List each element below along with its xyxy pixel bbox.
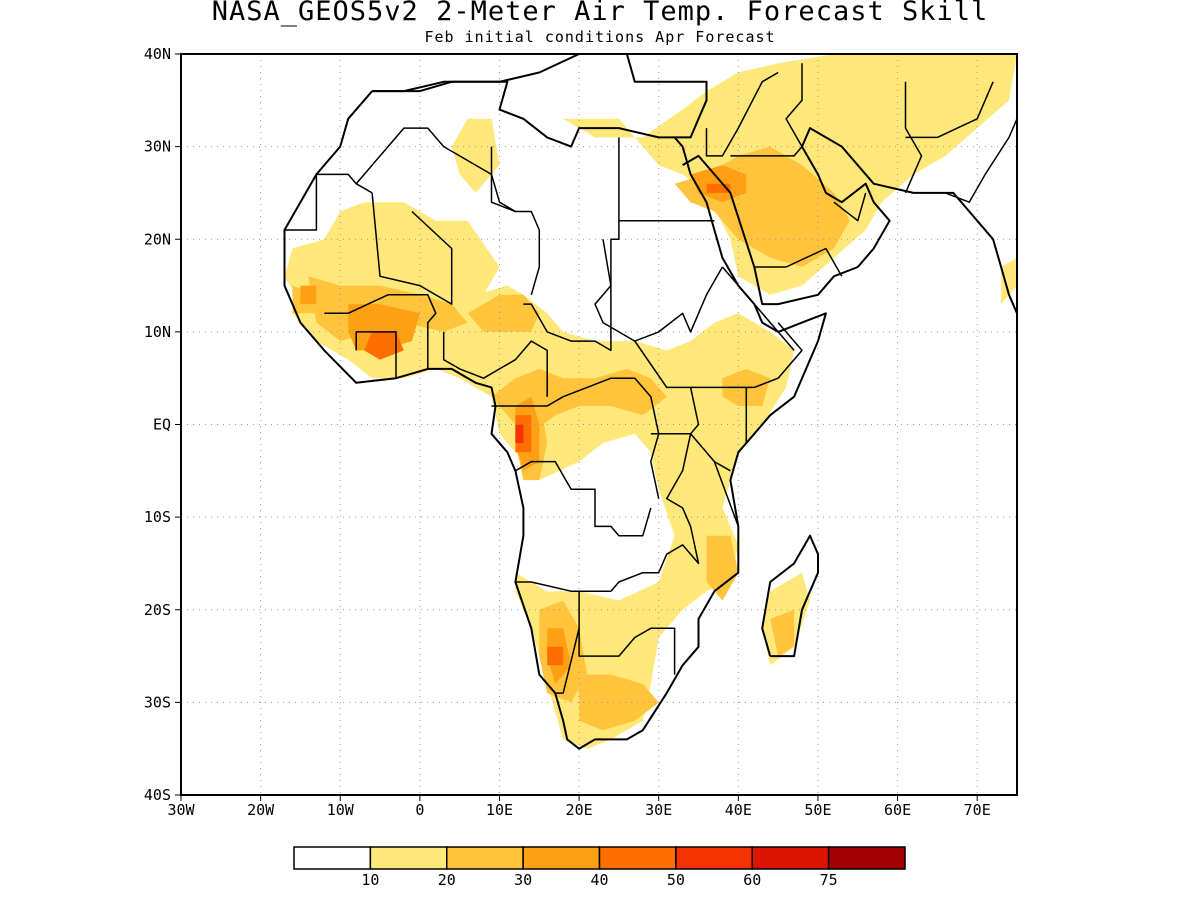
country-border bbox=[355, 331, 397, 379]
lon-tick-label: 10E bbox=[486, 801, 513, 819]
skill-region bbox=[770, 609, 795, 657]
lon-tick-label: 60E bbox=[884, 801, 911, 819]
country-border bbox=[705, 71, 779, 157]
country-border bbox=[689, 387, 700, 435]
lat-tick-label: 20S bbox=[144, 601, 171, 619]
colorbar-swatch bbox=[827, 846, 906, 870]
colorbar-swatch bbox=[751, 846, 830, 870]
skill-region bbox=[579, 674, 659, 731]
skill-region bbox=[364, 331, 404, 360]
country-border bbox=[833, 192, 867, 222]
country-border bbox=[490, 146, 541, 296]
country-border bbox=[785, 63, 803, 147]
skill-region bbox=[547, 646, 564, 666]
colorbar-label: 50 bbox=[667, 871, 685, 889]
colorbar-label: 30 bbox=[514, 871, 532, 889]
country-border bbox=[491, 377, 660, 499]
coastline bbox=[682, 127, 1017, 314]
colorbar-swatch bbox=[598, 846, 677, 870]
lat-tick-label: 40N bbox=[144, 45, 171, 63]
lon-tick-label: 0 bbox=[415, 801, 424, 819]
lat-tick-label: 30N bbox=[144, 138, 171, 156]
skill-region bbox=[690, 165, 747, 203]
country-border bbox=[355, 127, 516, 213]
colorbar-label: 20 bbox=[438, 871, 456, 889]
country-border bbox=[324, 294, 437, 369]
country-border bbox=[905, 81, 994, 139]
colorbar-swatch bbox=[369, 846, 448, 870]
country-border bbox=[945, 118, 1017, 203]
coastline bbox=[625, 54, 708, 139]
country-border bbox=[284, 173, 373, 231]
coastline bbox=[283, 80, 827, 750]
colorbar-label: 60 bbox=[743, 871, 761, 889]
country-border bbox=[650, 433, 731, 472]
skill-region bbox=[300, 285, 317, 305]
colorbar-label: 40 bbox=[590, 871, 608, 889]
skill-region bbox=[706, 535, 739, 601]
lon-tick-label: 30W bbox=[167, 801, 195, 819]
country-border bbox=[515, 526, 700, 592]
skill-region bbox=[1001, 257, 1017, 305]
colorbar: 10 20 30 40 50 60 75 bbox=[293, 846, 906, 889]
coastlines bbox=[283, 54, 1017, 750]
lon-tick-label: 30E bbox=[645, 801, 672, 819]
country-border bbox=[754, 247, 843, 277]
coastline bbox=[372, 54, 595, 93]
lon-tick-label: 50E bbox=[804, 801, 831, 819]
country-border bbox=[634, 322, 803, 389]
colorbar-swatch bbox=[675, 846, 753, 870]
lon-tick-label: 40E bbox=[725, 801, 752, 819]
skill-region bbox=[467, 294, 540, 332]
country-border bbox=[665, 433, 692, 527]
skill-shading bbox=[284, 54, 1017, 749]
skill-region bbox=[348, 304, 420, 351]
country-border bbox=[371, 192, 453, 305]
colorbar-label: 75 bbox=[820, 871, 838, 889]
lon-tick-label: 20E bbox=[566, 801, 593, 819]
lat-tick-label: 20N bbox=[144, 230, 171, 248]
country-border bbox=[904, 81, 923, 194]
country-border bbox=[730, 146, 803, 157]
gridlines bbox=[181, 54, 1017, 795]
lon-tick-label: 20W bbox=[247, 801, 275, 819]
country-border bbox=[442, 331, 548, 397]
colorbar-swatch bbox=[522, 846, 601, 870]
colorbar-swatch bbox=[446, 846, 524, 870]
map-subtitle: Feb initial conditions Apr Forecast bbox=[424, 28, 776, 46]
lon-tick-label: 10W bbox=[327, 801, 355, 819]
lat-tick-label: 30S bbox=[144, 693, 171, 711]
lat-tick-label: 10N bbox=[144, 323, 171, 341]
country-border bbox=[713, 461, 740, 527]
map-title: NASA_GEOS5v2 2-Meter Air Temp. Forecast … bbox=[211, 0, 989, 27]
skill-region bbox=[515, 424, 524, 443]
country-border bbox=[578, 591, 676, 675]
country-border bbox=[721, 266, 795, 351]
colorbar-label: 10 bbox=[361, 871, 379, 889]
lon-tick-label: 70E bbox=[964, 801, 991, 819]
lat-tick-label: 40S bbox=[144, 786, 171, 804]
country-border bbox=[515, 460, 652, 537]
country-border bbox=[555, 628, 580, 694]
lat-tick-label: EQ bbox=[153, 416, 171, 434]
skill-region bbox=[451, 118, 500, 193]
skill-region bbox=[292, 285, 795, 749]
lat-tick-label: 10S bbox=[144, 508, 171, 526]
country-borders bbox=[284, 63, 1017, 694]
country-border bbox=[523, 137, 620, 352]
coastline bbox=[761, 534, 819, 658]
colorbar-swatch bbox=[293, 846, 372, 870]
